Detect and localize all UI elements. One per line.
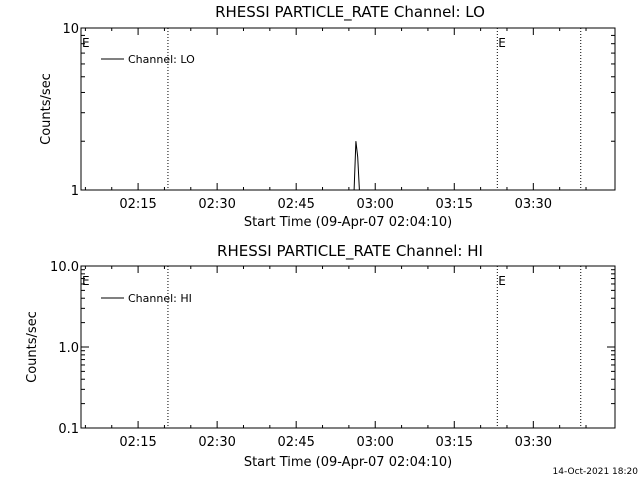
y-tick-labels: 1 10	[62, 22, 615, 199]
chart-title: RHESSI PARTICLE_RATE Channel: HI	[217, 242, 483, 261]
flag-label: E	[82, 274, 90, 288]
flag-label: E	[498, 36, 506, 50]
y-axis-label: Counts/sec	[25, 311, 40, 383]
x-tick-label: 03:00	[356, 197, 393, 212]
x-tick-label: 03:15	[436, 435, 473, 450]
y-tick-label: 1	[71, 184, 79, 199]
x-tick-labels: 02:15 02:30 02:45 03:00 03:15 03:30	[84, 28, 587, 212]
legend: Channel: LO	[101, 53, 195, 66]
x-tick-label: 03:15	[436, 197, 473, 212]
x-tick-label: 02:30	[198, 435, 235, 450]
x-tick-label: 03:00	[356, 435, 393, 450]
x-axis-label: Start Time (09-Apr-07 02:04:10)	[244, 215, 452, 230]
y-tick-labels: 0.1 1.0 10.0	[50, 260, 615, 437]
legend-label: Channel: LO	[128, 53, 195, 66]
chart-title: RHESSI PARTICLE_RATE Channel: LO	[215, 3, 485, 22]
chart-panel-hi: RHESSI PARTICLE_RATE Channel: HI 02:15 02…	[25, 242, 616, 470]
chart-panel-lo: RHESSI PARTICLE_RATE Channel: LO 02:15 02…	[39, 3, 616, 230]
x-tick-label: 02:30	[198, 197, 235, 212]
series-line	[353, 141, 360, 191]
y-axis-label: Counts/sec	[39, 73, 54, 145]
x-tick-label: 02:15	[119, 435, 156, 450]
y-tick-label: 10.0	[50, 260, 79, 275]
y-tick-label: 0.1	[58, 422, 79, 437]
footer-timestamp: 14-Oct-2021 18:20	[553, 467, 639, 477]
x-tick-label: 03:30	[515, 197, 552, 212]
legend: Channel: HI	[101, 292, 192, 305]
flag-label: E	[498, 274, 506, 288]
x-tick-label: 02:45	[277, 197, 314, 212]
x-tick-labels: 02:15 02:30 02:45 03:00 03:15 03:30	[84, 266, 587, 450]
flag-label: E	[82, 36, 90, 50]
y-tick-label: 1.0	[58, 341, 79, 356]
plot-frame	[80, 27, 616, 191]
x-tick-label: 03:30	[515, 435, 552, 450]
x-tick-label: 02:45	[277, 435, 314, 450]
x-axis-label: Start Time (09-Apr-07 02:04:10)	[244, 455, 452, 470]
plot-frame	[80, 265, 616, 429]
x-tick-label: 02:15	[119, 197, 156, 212]
legend-label: Channel: HI	[128, 292, 192, 305]
y-tick-label: 10	[62, 22, 79, 37]
